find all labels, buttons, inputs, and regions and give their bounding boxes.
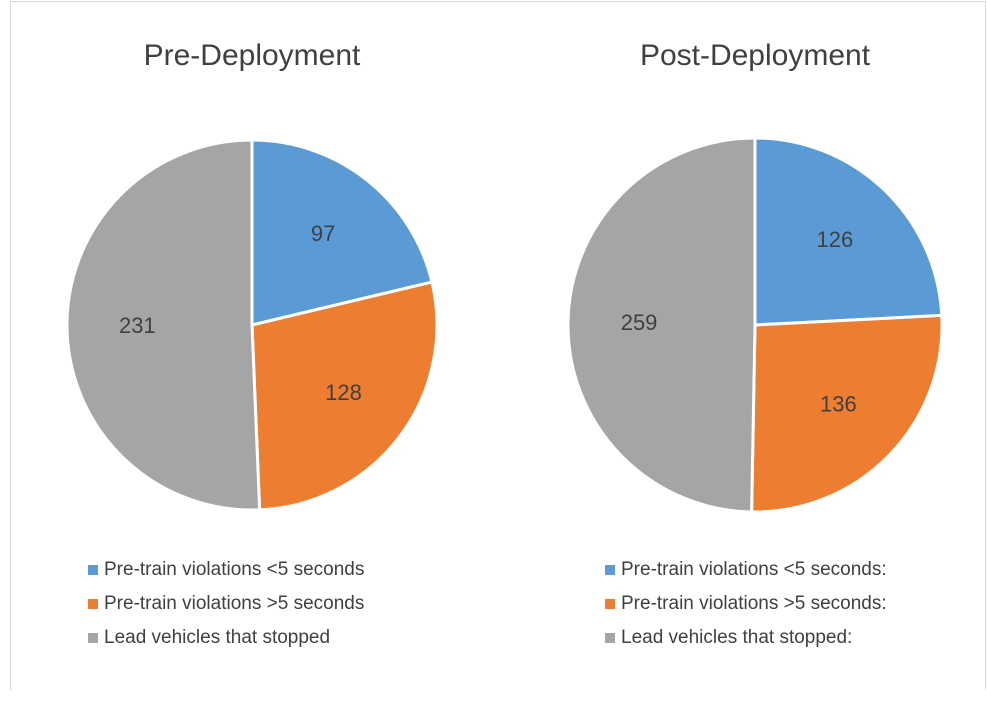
pie-slice — [750, 313, 944, 514]
legend-swatch — [88, 599, 98, 609]
legend-label: Pre-train violations >5 seconds — [104, 593, 364, 614]
pie-slice — [753, 136, 944, 327]
legend-label: Pre-train violations <5 seconds — [104, 559, 364, 580]
chart-title: Pre-Deployment — [144, 39, 361, 72]
frame — [10, 1, 986, 690]
data-label: 136 — [820, 391, 857, 416]
pie-slice — [250, 138, 434, 327]
legend-swatch — [605, 633, 615, 643]
legend-swatch — [605, 565, 615, 575]
data-label: 97 — [311, 221, 335, 246]
pie-slice — [250, 280, 439, 512]
legend-swatch — [88, 565, 98, 575]
pie-slice — [566, 136, 757, 514]
legend-label: Pre-train violations >5 seconds: — [621, 593, 887, 614]
chart-title: Post-Deployment — [640, 39, 871, 72]
legend-label: Lead vehicles that stopped — [104, 627, 330, 648]
data-label: 128 — [325, 380, 362, 405]
legend-swatch — [605, 599, 615, 609]
legend-swatch — [88, 633, 98, 643]
legend-label: Lead vehicles that stopped: — [621, 627, 852, 648]
data-label: 231 — [119, 313, 156, 338]
data-label: 126 — [816, 227, 853, 252]
data-label: 259 — [621, 310, 658, 335]
pie-slice — [65, 138, 262, 512]
legend-label: Pre-train violations <5 seconds: — [621, 559, 887, 580]
